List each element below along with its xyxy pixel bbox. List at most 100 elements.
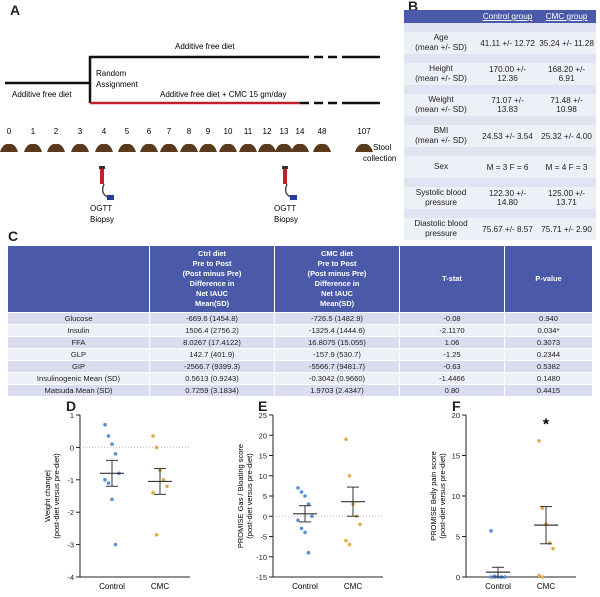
stool-label-2: collection: [363, 154, 396, 163]
stool-icon: [291, 143, 309, 152]
y-axis-label-sub: (post-diet versus pre-diet): [245, 453, 254, 539]
study-timeline: Additive free diet Additive free diet Ra…: [0, 42, 396, 224]
tblc-row: GLP 142.7 (401.9) -157.9 (530.7) -1.25 0.234…: [7, 348, 593, 361]
ogtt-label-day4: OGTT: [90, 204, 112, 213]
day-tick-10: 10: [224, 127, 233, 136]
stool-icon: [219, 143, 237, 152]
data-point: [489, 575, 493, 579]
day-tick-48: 48: [318, 127, 327, 136]
panel-label-b: B: [408, 0, 419, 14]
data-point: [299, 490, 304, 494]
day-tick-8: 8: [187, 127, 192, 136]
day-tick-9: 9: [206, 127, 211, 136]
data-point: [489, 529, 493, 533]
tblc-header-pvalue: P-value: [504, 245, 593, 313]
y-tick-label: -2: [67, 508, 74, 517]
x-category-label: CMC: [537, 582, 555, 591]
data-point: [113, 542, 118, 547]
data-point: [344, 538, 348, 543]
x-category-label: Control: [292, 582, 318, 591]
tblb-row: Weight (mean +/- SD) 71.07 +/- 13.83 71.48 …: [404, 94, 596, 116]
tblc-header-ctrl: Ctrl diet Pre to Post (Post minus Pre) Diff…: [149, 245, 275, 313]
ogtt-biopsy-icon-day14: [282, 166, 297, 200]
tblb-header-2: CMC group: [537, 10, 596, 23]
biopsy-label-day14: Biopsy: [274, 215, 298, 224]
day-tick-0: 0: [7, 127, 12, 136]
data-point: [151, 490, 155, 495]
day-axis: 0 1 2 3 4 5 6 7 8 9 10 11 12 13 14 48 107: [7, 127, 371, 136]
y-axis-label: PROMISE Belly pain score: [429, 451, 438, 541]
day-tick-14: 14: [296, 127, 305, 136]
tblb-header-1: Control group: [478, 10, 538, 23]
data-point: [165, 484, 169, 489]
tblc-row: Insulinogenic Mean (SD) 0.5613 (0.9243) -0…: [7, 372, 593, 385]
tblb-header-0: [404, 10, 478, 23]
data-point: [537, 573, 541, 578]
y-tick-label: 25: [259, 411, 267, 420]
panel-label-e: E: [258, 398, 268, 414]
iauc-difference-table: Ctrl diet Pre to Post (Post minus Pre) Diff…: [7, 245, 593, 397]
data-point: [358, 522, 362, 527]
data-point: [303, 530, 307, 535]
stool-icon: [0, 143, 18, 152]
data-point: [537, 439, 541, 443]
y-tick-label: 5: [263, 492, 267, 501]
y-axis-label: PROMISE Gas / Bloating score: [236, 444, 245, 548]
tblb-row: BMI (mean +/- SD) 24.53 +/- 3.54 25.32 +/- …: [404, 125, 596, 147]
tblc-row: Glucose -669.6 (1454.8) -726.5 (1482.9) -0.…: [7, 312, 593, 325]
day-tick-11: 11: [244, 127, 253, 136]
stool-icon: [71, 143, 89, 152]
day-tick-1: 1: [31, 127, 36, 136]
day-tick-5: 5: [125, 127, 130, 136]
y-tick-label: 10: [452, 492, 460, 501]
y-tick-label: 15: [259, 452, 267, 461]
x-category-label: CMC: [344, 582, 362, 591]
data-point: [296, 518, 300, 523]
control-diet-line: [5, 55, 300, 85]
day-tick-107: 107: [357, 127, 371, 136]
tblc-row: FFA 8.0267 (17.4122) 16.8075 (15.055) 1.06 0…: [7, 336, 593, 349]
x-category-label: Control: [485, 582, 511, 591]
data-point: [151, 434, 155, 438]
y-tick-label: 0: [70, 443, 74, 452]
y-axis-label-sub: (post-diet versus pre-diet): [438, 453, 447, 539]
y-tick-label: 5: [456, 533, 460, 542]
tblc-row: Insulin 1506.4 (2756.2) -1325.4 (1444.6) -2…: [7, 324, 593, 337]
cmc-diet-label: Additive free diet + CMC 15 gm/day: [160, 90, 287, 99]
tblc-row: Matsuda Mean (SD) 0.7259 (3.1834) 1.9703 (…: [7, 384, 593, 397]
ogtt-biopsy-icon-day4: [99, 166, 114, 200]
data-point: [303, 494, 307, 498]
stool-icon: [24, 143, 42, 152]
stool-icon: [160, 143, 178, 152]
tblc-header-blank: [7, 245, 150, 313]
stool-icon: [118, 143, 136, 152]
belly-pain-plot: 20 15 10 5 0 PROMISE Belly pain score (post-di…: [429, 411, 576, 591]
gas-bloating-plot: 25 20 15 10 5 0 -5 -10 -15 PROMISE Gas / Bloating…: [236, 411, 383, 591]
additive-free-left-label: Additive free diet: [12, 90, 72, 99]
y-tick-label: 15: [452, 452, 460, 461]
tblc-row: GIP -2566.7 (9399.3) -5566.7 (9481.7) -0.63…: [7, 360, 593, 373]
stool-icon: [180, 143, 198, 152]
data-point: [106, 434, 111, 438]
y-tick-label: -5: [260, 533, 267, 542]
x-category-label: Control: [99, 582, 125, 591]
data-point: [103, 422, 107, 427]
data-point: [540, 575, 545, 579]
tblb-row: Age (mean +/- SD) 41.11 +/- 12.72 35.24 +/-…: [404, 32, 596, 54]
tblc-header-tstat: T-stat: [399, 245, 505, 313]
additive-free-top-label: Additive free diet: [175, 42, 235, 51]
day-tick-4: 4: [102, 127, 107, 136]
stool-icon: [275, 143, 293, 152]
y-tick-label: 0: [456, 573, 460, 582]
data-point: [306, 502, 311, 506]
y-tick-label: 1: [70, 411, 74, 420]
significance-annotation: *: [543, 417, 550, 434]
stool-label-1: Stool: [373, 143, 391, 152]
y-tick-label: -4: [67, 573, 74, 582]
data-point: [103, 478, 107, 482]
data-point: [106, 481, 111, 485]
y-tick-label: 20: [259, 431, 267, 440]
data-point: [299, 526, 304, 531]
stool-icon: [313, 143, 331, 152]
